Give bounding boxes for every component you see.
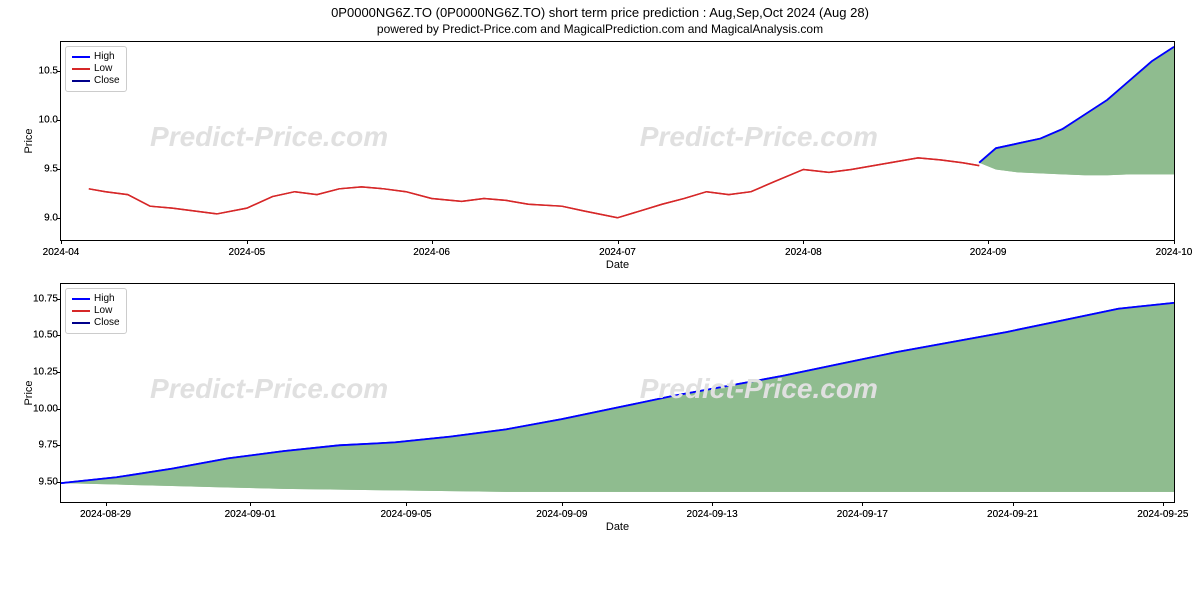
legend-color-swatch <box>72 310 90 312</box>
x-tick-label: 2024-09-13 <box>687 509 738 520</box>
x-tick-mark <box>106 502 107 506</box>
chart1-svg <box>61 42 1174 240</box>
chart2-wrapper: HighLowClose Predict-Price.com Predict-P… <box>60 283 1175 533</box>
chart1-xlabel: Date <box>60 259 1175 271</box>
x-tick-mark <box>803 240 804 244</box>
legend-item: High <box>72 51 120 62</box>
low-line <box>89 158 979 218</box>
x-tick-mark <box>1163 502 1164 506</box>
x-tick-mark <box>432 240 433 244</box>
x-tick-label: 2024-06 <box>413 247 450 258</box>
legend-label: Low <box>94 305 112 316</box>
y-tick-label: 10.0 <box>23 115 58 126</box>
x-tick-label: 2024-04 <box>43 247 80 258</box>
chart1-wrapper: HighLowClose Predict-Price.com Predict-P… <box>60 41 1175 271</box>
x-tick-label: 2024-05 <box>229 247 266 258</box>
x-tick-mark <box>247 240 248 244</box>
x-tick-label: 2024-09-25 <box>1137 509 1188 520</box>
chart1-legend: HighLowClose <box>65 46 127 92</box>
chart2-container: HighLowClose Predict-Price.com Predict-P… <box>60 283 1175 503</box>
y-tick-mark <box>57 71 61 72</box>
x-tick-label: 2024-09-05 <box>380 509 431 520</box>
y-tick-mark <box>57 335 61 336</box>
y-tick-label: 10.25 <box>23 367 58 378</box>
y-tick-mark <box>57 372 61 373</box>
legend-color-swatch <box>72 56 90 58</box>
x-tick-mark <box>862 502 863 506</box>
x-tick-label: 2024-09-21 <box>987 509 1038 520</box>
chart2-ylabel: Price <box>23 380 35 405</box>
x-tick-mark <box>562 502 563 506</box>
y-tick-label: 9.50 <box>23 477 58 488</box>
y-tick-label: 10.75 <box>23 293 58 304</box>
x-tick-mark <box>1174 240 1175 244</box>
x-tick-mark <box>618 240 619 244</box>
legend-color-swatch <box>72 80 90 82</box>
x-tick-label: 2024-09 <box>970 247 1007 258</box>
y-tick-mark <box>57 445 61 446</box>
prediction-fill-area <box>979 47 1174 175</box>
y-tick-mark <box>57 299 61 300</box>
y-tick-label: 9.5 <box>23 163 58 174</box>
y-tick-label: 10.00 <box>23 403 58 414</box>
chart-title: 0P0000NG6Z.TO (0P0000NG6Z.TO) short term… <box>10 5 1190 20</box>
y-tick-label: 9.0 <box>23 212 58 223</box>
legend-item: Low <box>72 305 120 316</box>
legend-item: Low <box>72 63 120 74</box>
y-tick-mark <box>57 169 61 170</box>
legend-label: High <box>94 293 115 304</box>
x-tick-label: 2024-08-29 <box>80 509 131 520</box>
x-tick-mark <box>250 502 251 506</box>
chart2-legend: HighLowClose <box>65 288 127 334</box>
legend-item: Close <box>72 317 120 328</box>
chart2-xlabel: Date <box>60 521 1175 533</box>
y-tick-mark <box>57 482 61 483</box>
y-tick-mark <box>57 409 61 410</box>
legend-label: High <box>94 51 115 62</box>
y-tick-label: 9.75 <box>23 440 58 451</box>
y-tick-label: 10.50 <box>23 330 58 341</box>
legend-color-swatch <box>72 68 90 70</box>
low-line <box>89 158 979 218</box>
x-tick-mark <box>406 502 407 506</box>
y-tick-mark <box>57 120 61 121</box>
x-tick-mark <box>61 240 62 244</box>
x-tick-mark <box>1013 502 1014 506</box>
x-tick-mark <box>988 240 989 244</box>
chart1-ylabel: Price <box>23 128 35 153</box>
legend-color-swatch <box>72 322 90 324</box>
y-tick-label: 10.5 <box>23 66 58 77</box>
legend-item: Close <box>72 75 120 86</box>
legend-label: Low <box>94 63 112 74</box>
legend-label: Close <box>94 317 120 328</box>
y-tick-mark <box>57 218 61 219</box>
x-tick-label: 2024-09-17 <box>837 509 888 520</box>
legend-item: High <box>72 293 120 304</box>
chart2-svg <box>61 284 1174 502</box>
x-tick-label: 2024-08 <box>785 247 822 258</box>
x-tick-label: 2024-09-09 <box>536 509 587 520</box>
legend-color-swatch <box>72 298 90 300</box>
x-tick-label: 2024-07 <box>599 247 636 258</box>
chart-subtitle: powered by Predict-Price.com and Magical… <box>10 22 1190 36</box>
x-tick-label: 2024-09-01 <box>225 509 276 520</box>
legend-label: Close <box>94 75 120 86</box>
x-tick-label: 2024-10 <box>1156 247 1193 258</box>
x-tick-mark <box>712 502 713 506</box>
chart1-container: HighLowClose Predict-Price.com Predict-P… <box>60 41 1175 241</box>
